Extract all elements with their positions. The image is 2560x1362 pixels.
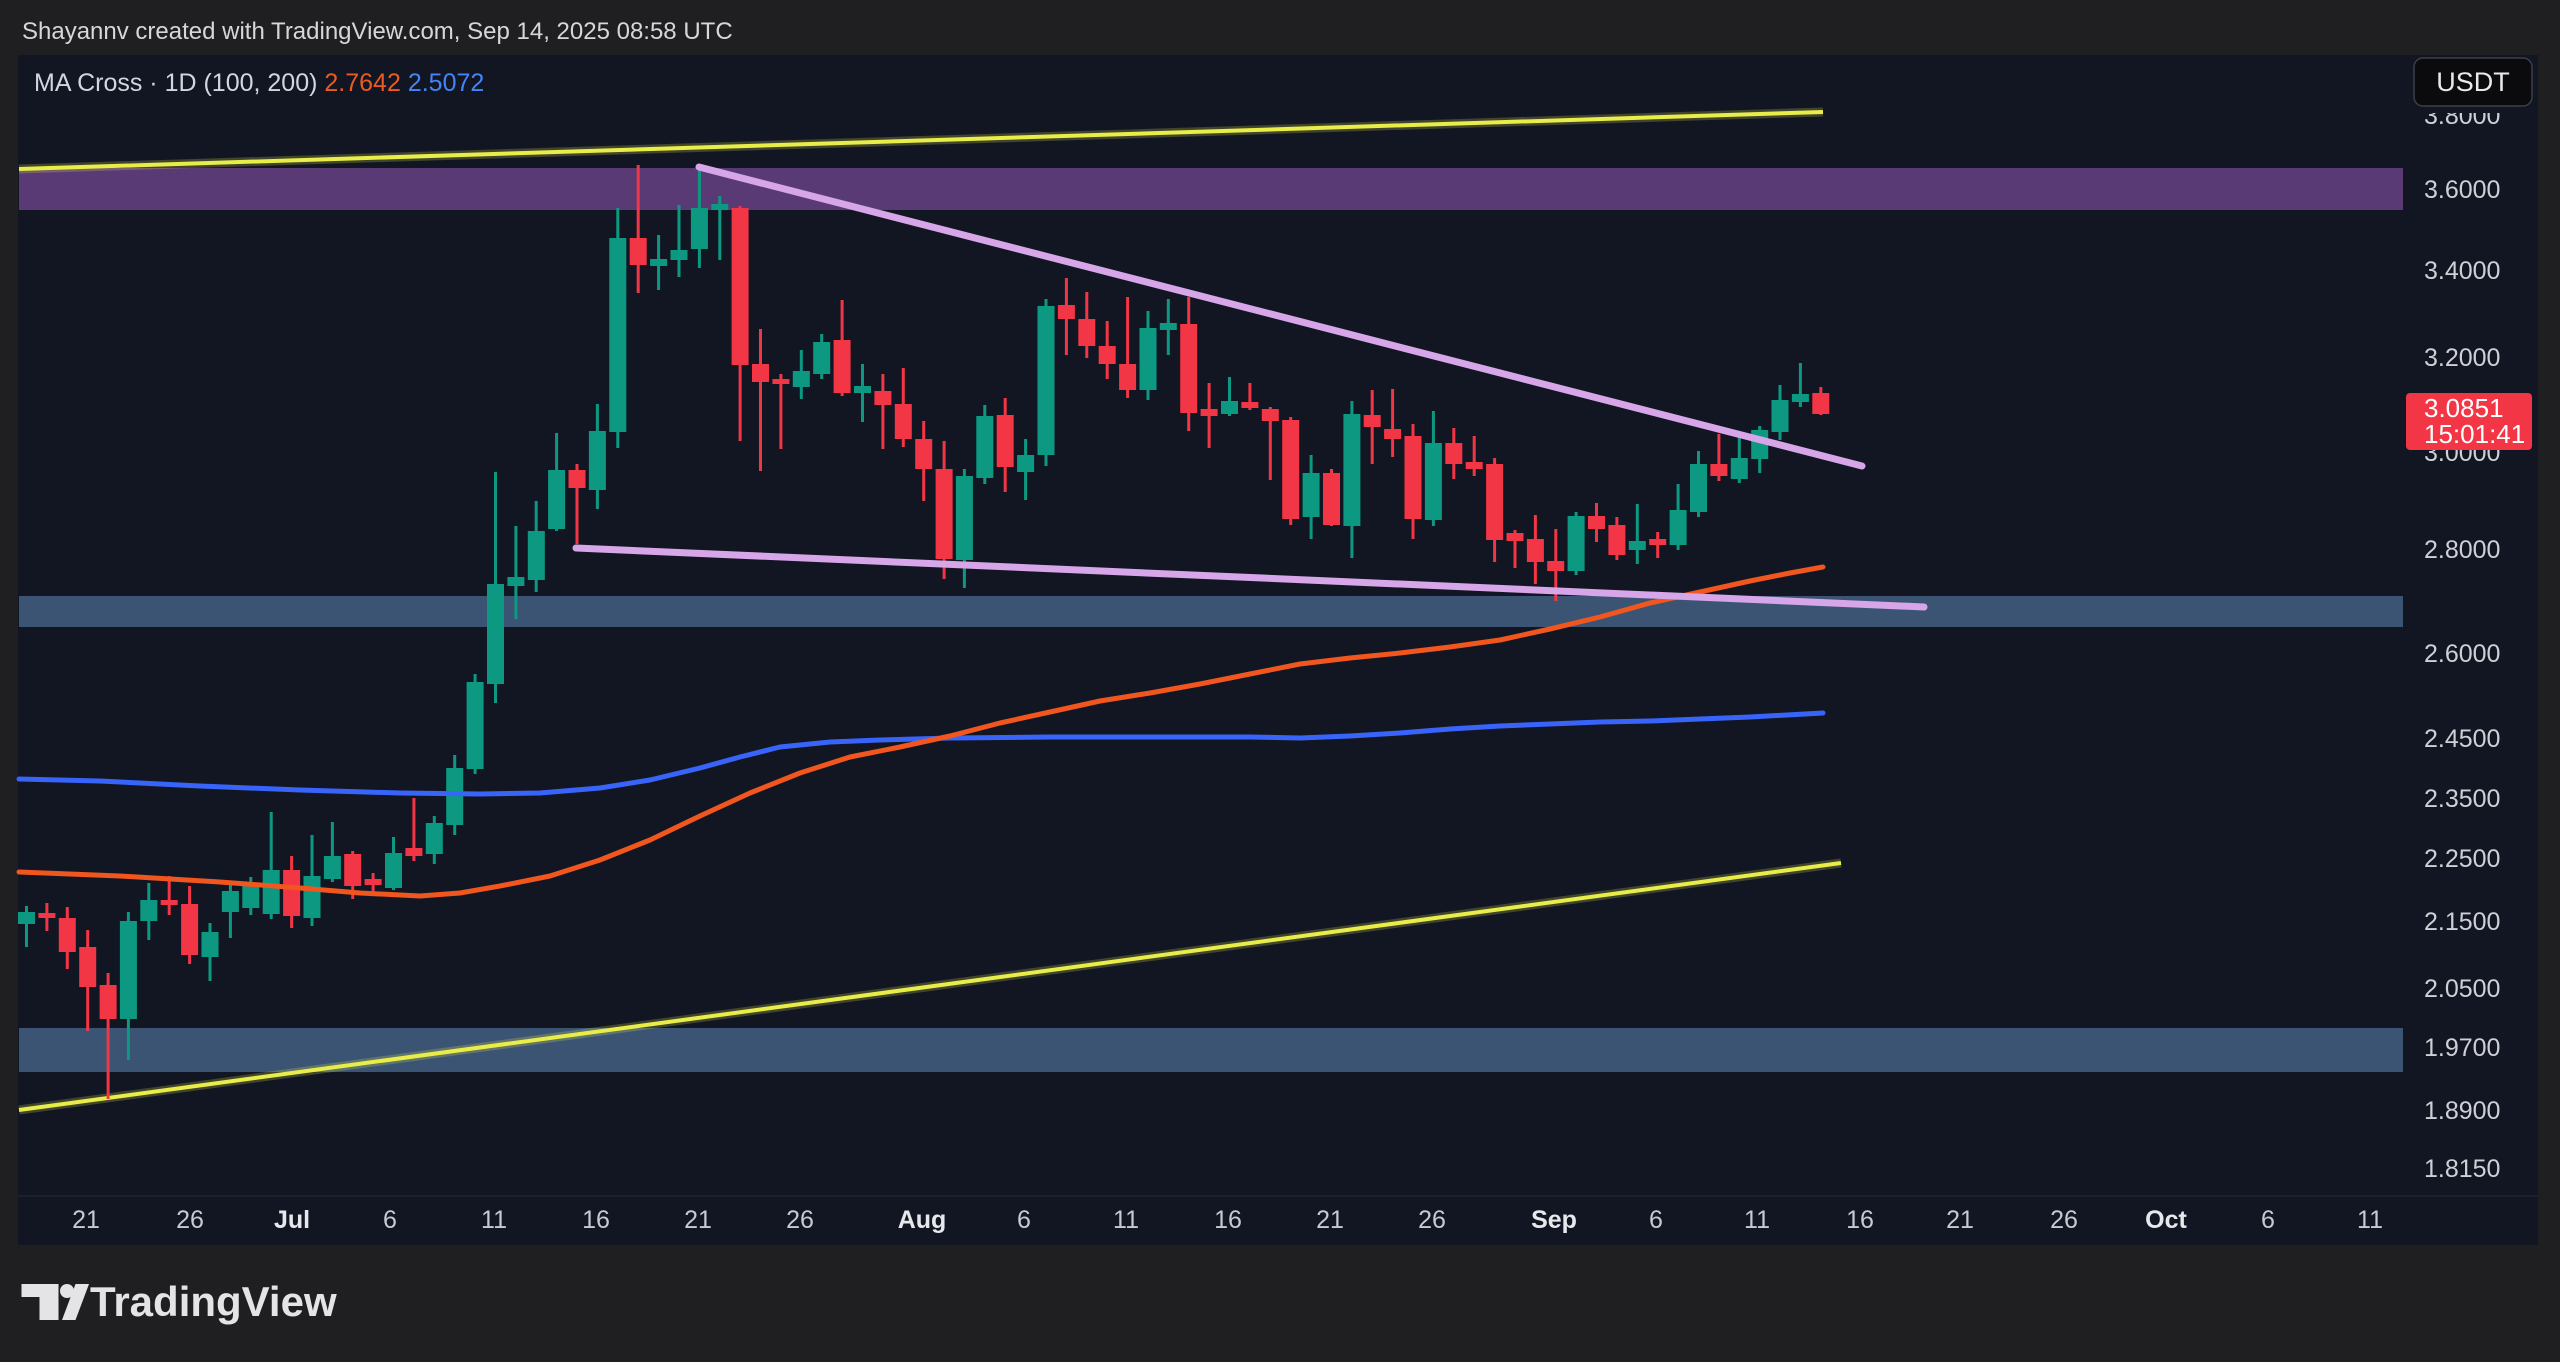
svg-text:6: 6 <box>1017 1206 1031 1234</box>
svg-text:6: 6 <box>2261 1206 2275 1234</box>
svg-text:11: 11 <box>481 1206 507 1234</box>
svg-text:3.6000: 3.6000 <box>2424 176 2500 204</box>
svg-text:3.0851: 3.0851 <box>2424 393 2504 423</box>
svg-text:21: 21 <box>72 1206 100 1234</box>
svg-text:USDT: USDT <box>2436 67 2510 97</box>
svg-text:11: 11 <box>1113 1206 1139 1234</box>
svg-text:6: 6 <box>383 1206 397 1234</box>
svg-text:1.8900: 1.8900 <box>2424 1097 2500 1125</box>
svg-text:26: 26 <box>176 1206 204 1234</box>
svg-text:21: 21 <box>1316 1206 1344 1234</box>
svg-text:Oct: Oct <box>2145 1206 2187 1234</box>
svg-text:Sep: Sep <box>1531 1206 1577 1234</box>
svg-text:11: 11 <box>2357 1206 2383 1234</box>
svg-text:TradingView: TradingView <box>90 1278 337 1325</box>
svg-text:26: 26 <box>1418 1206 1446 1234</box>
svg-text:2.0500: 2.0500 <box>2424 975 2500 1003</box>
svg-text:2.8000: 2.8000 <box>2424 536 2500 564</box>
svg-text:11: 11 <box>1744 1206 1770 1234</box>
svg-text:1.9700: 1.9700 <box>2424 1034 2500 1062</box>
svg-text:Aug: Aug <box>898 1206 947 1234</box>
svg-text:21: 21 <box>1946 1206 1974 1234</box>
svg-text:Jul: Jul <box>274 1206 310 1234</box>
svg-text:MA Cross · 1D (100, 200) 2.76: MA Cross · 1D (100, 200) 2.7642 2.5072 <box>34 69 484 97</box>
svg-text:2.2500: 2.2500 <box>2424 845 2500 873</box>
svg-text:3.4000: 3.4000 <box>2424 257 2500 285</box>
svg-text:3.8000: 3.8000 <box>2424 102 2500 130</box>
svg-text:3.2000: 3.2000 <box>2424 344 2500 372</box>
svg-text:1.8150: 1.8150 <box>2424 1155 2500 1183</box>
svg-text:2.6000: 2.6000 <box>2424 640 2500 668</box>
svg-text:6: 6 <box>1649 1206 1663 1234</box>
svg-text:21: 21 <box>684 1206 712 1234</box>
svg-text:16: 16 <box>582 1206 610 1234</box>
svg-text:26: 26 <box>786 1206 814 1234</box>
svg-text:2.3500: 2.3500 <box>2424 785 2500 813</box>
svg-text:2.1500: 2.1500 <box>2424 908 2500 936</box>
svg-text:16: 16 <box>1846 1206 1874 1234</box>
svg-text:26: 26 <box>2050 1206 2078 1234</box>
svg-text:2.4500: 2.4500 <box>2424 725 2500 753</box>
svg-text:15:01:41: 15:01:41 <box>2424 419 2525 449</box>
svg-text:16: 16 <box>1214 1206 1242 1234</box>
svg-text:Shayannv created with TradingV: Shayannv created with TradingView.com, S… <box>22 18 733 45</box>
